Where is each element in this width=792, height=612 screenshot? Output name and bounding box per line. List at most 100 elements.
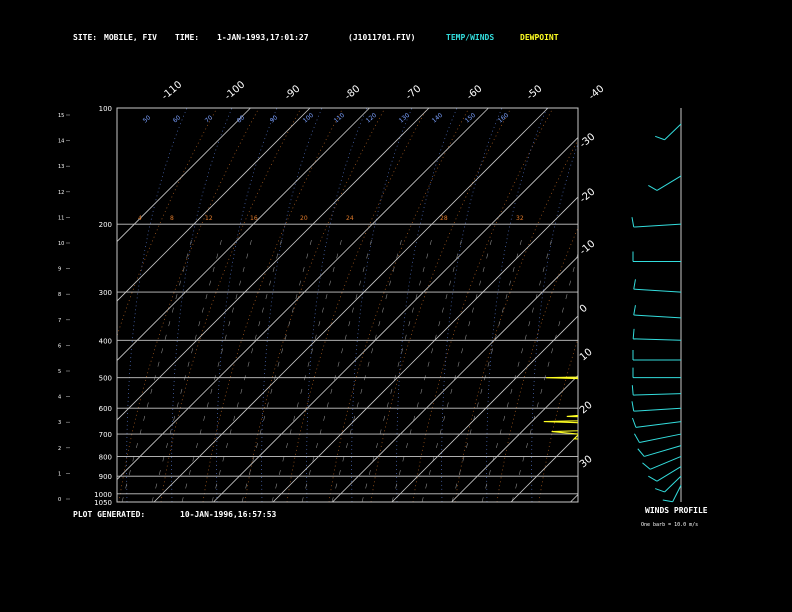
top-temperature-label: -50 [525, 83, 545, 102]
mixing-ratio-line [271, 237, 343, 502]
pressure-label: 600 [99, 405, 112, 413]
isotherm-line [272, 196, 578, 502]
wind-barb-shaft [633, 393, 682, 396]
isotherm-line [117, 108, 430, 421]
wind-barb-flag [655, 488, 665, 493]
height-km-label: 6 [58, 343, 61, 349]
time-value: 1-JAN-1993,17:01:27 [217, 33, 309, 42]
winds-profile-title: WINDS PROFILE [645, 506, 708, 515]
top-temperature-label: -100 [223, 79, 247, 102]
isotherm-line [630, 108, 792, 502]
generated-label: PLOT GENERATED: [73, 510, 146, 519]
wind-barb-flag [637, 448, 645, 457]
mixing-ratio-label: 8 [170, 215, 174, 222]
top-temperature-label: -70 [404, 83, 424, 102]
wind-barb-flag [632, 328, 635, 339]
moist-adiabat-line [306, 108, 368, 502]
dry-adiabat-line [538, 337, 578, 502]
height-km-label: 1 [58, 471, 61, 477]
mixing-ratio-line [421, 237, 493, 502]
moist-adiabat-line [216, 108, 278, 502]
top-temperature-label: -90 [283, 83, 303, 102]
wind-barb-flag [633, 305, 636, 316]
height-km-label: 8 [58, 292, 61, 298]
adiabat-label: 70 [204, 114, 214, 124]
wind-barb-shaft [633, 407, 682, 412]
dry-adiabat-line [286, 108, 428, 502]
isotherm-line [117, 108, 311, 302]
wind-barb-flag [648, 475, 658, 482]
right-temperature-label: -30 [578, 131, 598, 150]
wind-barb-shaft [639, 433, 682, 443]
site-label: SITE: [73, 33, 98, 42]
pressure-label: 1000 [94, 491, 112, 499]
adiabat-label: 90 [269, 114, 279, 124]
wind-barb-flag [633, 279, 636, 290]
temperature-profile-line [712, 108, 792, 496]
adiabat-label: 80 [236, 114, 246, 124]
pressure-label: 200 [99, 221, 112, 229]
pressure-label: 900 [99, 473, 112, 481]
pressure-label: 400 [99, 337, 112, 345]
isotherm-line [749, 108, 792, 502]
generated-value: 10-JAN-1996,16:57:53 [180, 510, 277, 519]
adiabat-label: 150 [464, 112, 477, 125]
pressure-label: 300 [99, 289, 112, 297]
wind-barb-shaft [672, 485, 682, 502]
dry-adiabat-line [454, 139, 578, 502]
adiabat-label: 120 [365, 112, 378, 125]
right-temperature-label: 10 [578, 347, 595, 364]
wind-barb-shaft [664, 123, 682, 141]
file-name: (J1011701.FIV) [348, 33, 416, 42]
mixing-ratio-label: 20 [300, 215, 308, 222]
height-km-label: 0 [58, 497, 61, 503]
height-km-label: 3 [58, 420, 61, 426]
mixing-ratio-label: 16 [250, 215, 258, 222]
moist-adiabat-line [261, 108, 323, 502]
moist-adiabat-line [171, 108, 233, 502]
right-temperature-label: 20 [578, 400, 595, 417]
adiabat-label: 50 [142, 114, 152, 124]
wind-barb-shaft [649, 455, 682, 470]
wind-barb-flag [633, 433, 640, 443]
mixing-ratio-line [181, 237, 253, 502]
mixing-ratio-line [301, 237, 373, 502]
dry-adiabat-line [117, 108, 218, 338]
height-km-label: 11 [58, 215, 64, 221]
isotherm-line [510, 434, 578, 502]
isotherm-line [153, 108, 549, 502]
wind-barb-shaft [633, 288, 682, 293]
top-temperature-label: -60 [465, 83, 485, 102]
adiabat-label: 140 [431, 112, 444, 125]
adiabat-label: 60 [172, 114, 182, 124]
isotherm-line [117, 108, 489, 481]
moist-adiabat-line [441, 108, 503, 502]
pressure-label: 800 [99, 453, 112, 461]
dry-adiabat-line [328, 108, 470, 502]
top-temperature-label: -40 [587, 83, 607, 102]
wind-barb-shaft [633, 223, 682, 228]
wind-barb-flag [648, 185, 658, 191]
moist-adiabat-line [396, 108, 458, 502]
top-temperature-label: -80 [343, 83, 363, 102]
isotherm-line [213, 136, 578, 502]
mixing-ratio-line [391, 237, 463, 502]
wind-barb-flag [631, 385, 634, 396]
height-km-label: 10 [58, 241, 64, 247]
winds-profile-note: One barb = 10.0 m/s [641, 522, 699, 528]
mixing-ratio-line [451, 237, 523, 502]
isotherm-line [391, 315, 578, 502]
dry-adiabat-line [496, 227, 578, 502]
height-km-label: 14 [58, 139, 64, 145]
height-km-label: 12 [58, 190, 64, 196]
adiabat-label: 100 [302, 112, 315, 125]
mixing-ratio-line [151, 237, 223, 502]
right-temperature-label: 30 [578, 454, 595, 471]
top-temperature-label: -110 [160, 79, 184, 102]
mixing-ratio-line [331, 237, 403, 502]
wind-barb-flag [631, 217, 635, 228]
wind-barb-flag [655, 135, 665, 141]
height-km-label: 15 [58, 113, 64, 119]
isotherm-line [332, 255, 578, 502]
